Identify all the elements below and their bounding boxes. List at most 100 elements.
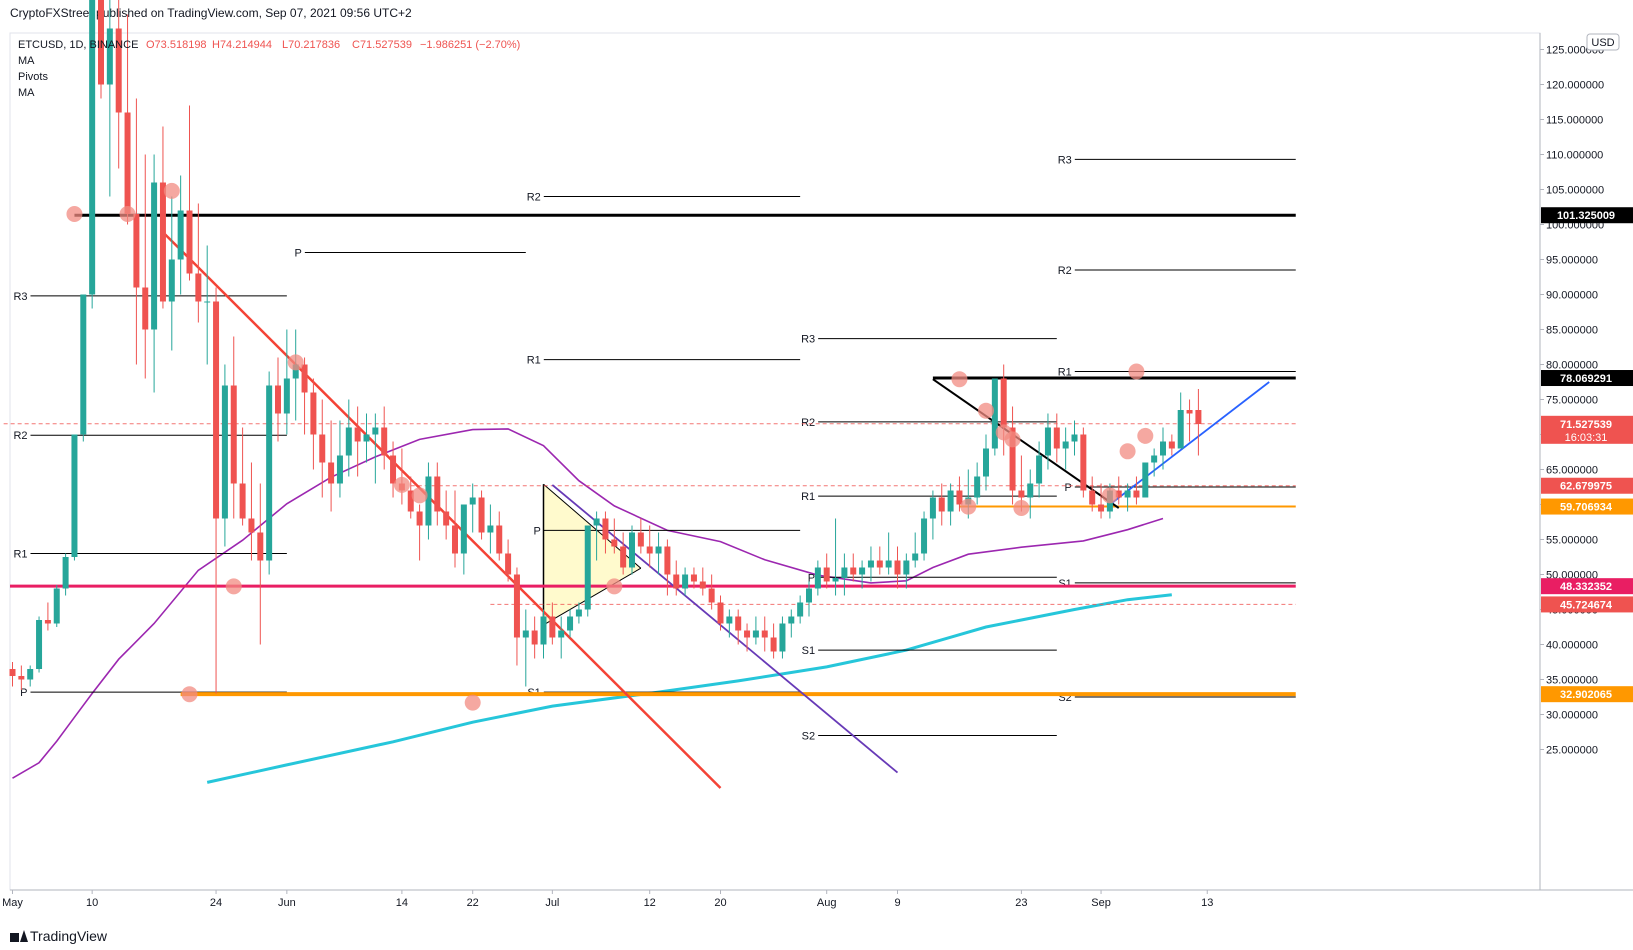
candle[interactable] xyxy=(336,420,343,498)
candle[interactable] xyxy=(1009,406,1016,505)
candle[interactable] xyxy=(602,511,609,554)
candle[interactable] xyxy=(921,511,928,561)
candle[interactable] xyxy=(80,294,87,442)
candle[interactable] xyxy=(991,378,998,456)
candle[interactable] xyxy=(522,609,529,687)
candle[interactable] xyxy=(18,665,25,691)
candle[interactable] xyxy=(1071,420,1078,456)
candle[interactable] xyxy=(1142,462,1149,498)
candle[interactable] xyxy=(89,0,96,309)
candle[interactable] xyxy=(806,581,812,617)
candle[interactable] xyxy=(1151,448,1158,477)
candle[interactable] xyxy=(443,490,450,540)
currency-box[interactable]: USD xyxy=(1586,33,1620,51)
candle[interactable] xyxy=(310,378,317,470)
candle[interactable] xyxy=(1168,434,1175,456)
candle[interactable] xyxy=(275,357,281,442)
candle[interactable] xyxy=(823,553,830,589)
candle[interactable] xyxy=(416,504,423,561)
candle[interactable] xyxy=(956,476,963,512)
candle[interactable] xyxy=(637,518,644,554)
candle[interactable] xyxy=(885,532,892,575)
candle[interactable] xyxy=(1195,389,1202,456)
candle[interactable] xyxy=(938,483,945,526)
candle[interactable] xyxy=(584,525,591,617)
candle[interactable] xyxy=(593,511,600,561)
candle[interactable] xyxy=(620,532,627,575)
candle[interactable] xyxy=(549,602,556,645)
candle[interactable] xyxy=(673,560,680,596)
candle[interactable] xyxy=(354,406,361,477)
candle[interactable] xyxy=(682,567,689,596)
candle[interactable] xyxy=(168,196,175,351)
candle[interactable] xyxy=(708,574,715,610)
candle[interactable] xyxy=(248,462,255,561)
candle[interactable] xyxy=(9,662,16,687)
candle[interactable] xyxy=(53,585,60,627)
candle[interactable] xyxy=(452,490,458,568)
candle[interactable] xyxy=(1115,476,1122,505)
candle[interactable] xyxy=(690,567,697,589)
candle[interactable] xyxy=(894,546,901,589)
candle[interactable] xyxy=(505,539,512,582)
candle[interactable] xyxy=(159,126,166,309)
candle[interactable] xyxy=(257,483,264,645)
candle[interactable] xyxy=(726,609,733,638)
candle[interactable] xyxy=(735,609,742,645)
candle[interactable] xyxy=(867,546,874,582)
candle[interactable] xyxy=(124,14,131,225)
candle[interactable] xyxy=(1177,392,1184,449)
candle[interactable] xyxy=(363,413,370,463)
candle[interactable] xyxy=(407,476,414,519)
legend-indicator-ma-2[interactable]: MA xyxy=(18,87,35,99)
candle[interactable] xyxy=(947,483,954,526)
candle[interactable] xyxy=(469,483,476,533)
candle[interactable] xyxy=(195,203,202,323)
candle[interactable] xyxy=(425,462,432,540)
candle[interactable] xyxy=(106,0,113,197)
candle[interactable] xyxy=(213,287,220,694)
candle[interactable] xyxy=(717,595,724,631)
candle[interactable] xyxy=(1080,427,1087,498)
candle[interactable] xyxy=(478,490,485,540)
candle[interactable] xyxy=(151,154,158,393)
candle[interactable] xyxy=(98,0,104,99)
candle[interactable] xyxy=(629,525,635,575)
candle[interactable] xyxy=(1186,399,1193,442)
candle[interactable] xyxy=(513,567,520,666)
candle[interactable] xyxy=(558,616,565,659)
candle[interactable] xyxy=(699,567,706,596)
candle[interactable] xyxy=(974,462,981,505)
candle[interactable] xyxy=(239,427,246,526)
candle[interactable] xyxy=(487,504,494,554)
candle[interactable] xyxy=(266,371,273,575)
candle[interactable] xyxy=(292,329,299,421)
candle[interactable] xyxy=(752,616,759,645)
candle[interactable] xyxy=(850,553,857,582)
legend-indicator-pivots[interactable]: Pivots xyxy=(18,71,48,83)
candle[interactable] xyxy=(1124,483,1131,512)
candle[interactable] xyxy=(814,560,821,596)
candle[interactable] xyxy=(390,441,397,498)
candle[interactable] xyxy=(912,532,919,568)
candle[interactable] xyxy=(929,490,936,540)
candle[interactable] xyxy=(761,616,768,652)
candle[interactable] xyxy=(1044,413,1051,470)
candle[interactable] xyxy=(1027,469,1034,519)
candle[interactable] xyxy=(1062,427,1069,470)
candle[interactable] xyxy=(460,504,467,575)
candle[interactable] xyxy=(983,434,989,491)
candle[interactable] xyxy=(44,602,51,631)
candle[interactable] xyxy=(1089,476,1096,512)
candle[interactable] xyxy=(186,105,193,281)
candle[interactable] xyxy=(876,546,883,575)
candle[interactable] xyxy=(115,0,122,169)
candle[interactable] xyxy=(859,560,866,589)
legend-indicator-ma[interactable]: MA xyxy=(18,55,35,67)
candle[interactable] xyxy=(36,616,43,673)
candle[interactable] xyxy=(540,609,547,659)
candle[interactable] xyxy=(903,553,910,589)
candle[interactable] xyxy=(319,399,326,498)
candle[interactable] xyxy=(1160,427,1166,470)
